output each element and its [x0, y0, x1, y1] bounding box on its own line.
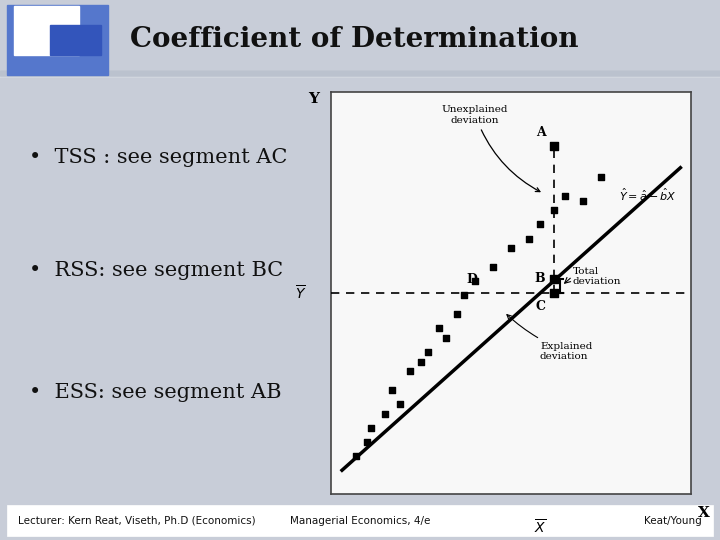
Text: Y: Y: [307, 92, 319, 106]
Bar: [50, 25, 101, 55]
Text: $\overline{X}$: $\overline{X}$: [534, 518, 546, 537]
Point: [577, 197, 589, 205]
Text: •  RSS: see segment BC: • RSS: see segment BC: [29, 261, 283, 280]
Text: B: B: [535, 272, 546, 285]
Point: [361, 438, 373, 447]
Point: [549, 288, 560, 297]
Bar: [0, 73, 720, 77]
Point: [487, 262, 499, 271]
Text: $\overline{Y}$: $\overline{Y}$: [294, 284, 306, 302]
Point: [379, 409, 391, 418]
Point: [423, 348, 434, 356]
Bar: [7, 5, 108, 75]
Text: X: X: [698, 506, 710, 520]
Text: A: A: [536, 126, 546, 139]
Bar: [0, 73, 720, 77]
Point: [415, 357, 427, 366]
Point: [365, 423, 377, 432]
Text: Coefficient of Determination: Coefficient of Determination: [130, 25, 578, 52]
Bar: [0, 72, 720, 76]
Text: D: D: [466, 273, 477, 286]
Bar: [0, 72, 720, 76]
Bar: [7, 505, 713, 536]
Point: [405, 367, 416, 375]
Point: [523, 234, 535, 243]
Point: [534, 220, 546, 228]
Text: Keat/Young: Keat/Young: [644, 516, 702, 525]
Bar: [0, 72, 720, 76]
Text: Total
deviation: Total deviation: [572, 267, 621, 286]
Bar: [0, 73, 720, 77]
Bar: [0, 72, 720, 76]
Point: [441, 334, 452, 342]
Point: [595, 173, 607, 181]
Point: [469, 277, 481, 286]
Bar: [0, 73, 720, 77]
Point: [549, 206, 560, 214]
Bar: [0, 71, 720, 75]
Point: [387, 386, 398, 394]
Text: C: C: [536, 300, 546, 313]
Bar: [0, 71, 720, 75]
Point: [549, 142, 560, 151]
Text: •  ESS: see segment AB: • ESS: see segment AB: [29, 383, 282, 402]
Point: [433, 324, 445, 333]
Point: [351, 452, 362, 461]
Point: [559, 192, 571, 200]
Bar: [14, 6, 79, 55]
Text: Unexplained
deviation: Unexplained deviation: [442, 105, 540, 192]
Text: Lecturer: Kern Reat, Viseth, Ph.D (Economics): Lecturer: Kern Reat, Viseth, Ph.D (Econo…: [18, 516, 256, 525]
Bar: [0, 74, 720, 78]
Bar: [0, 72, 720, 77]
Bar: [0, 75, 720, 78]
Bar: [0, 74, 720, 78]
Text: Managerial Economics, 4/e: Managerial Economics, 4/e: [290, 516, 430, 525]
Point: [394, 400, 405, 408]
Point: [451, 310, 463, 319]
Point: [459, 291, 470, 300]
Bar: [0, 74, 720, 78]
Point: [505, 244, 517, 252]
Bar: [0, 71, 720, 75]
Bar: [0, 72, 720, 76]
Bar: [0, 71, 720, 75]
Text: •  TSS : see segment AC: • TSS : see segment AC: [29, 148, 287, 167]
Bar: [0, 71, 720, 76]
Text: $\hat{Y}=\hat{a}-\hat{b}X$: $\hat{Y}=\hat{a}-\hat{b}X$: [619, 187, 677, 204]
Point: [549, 274, 560, 283]
Bar: [0, 73, 720, 78]
Text: Explained
deviation: Explained deviation: [507, 315, 593, 361]
